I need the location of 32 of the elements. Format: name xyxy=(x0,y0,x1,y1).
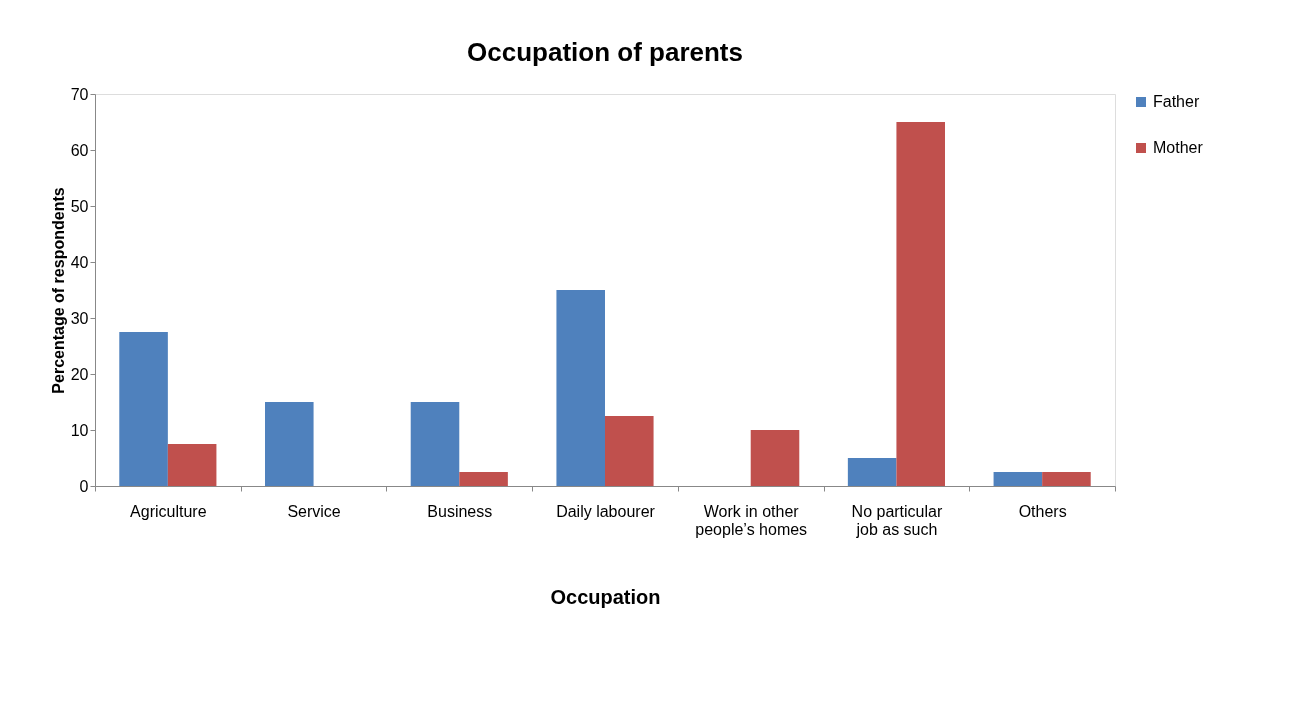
bar xyxy=(265,402,314,486)
bar xyxy=(167,444,217,486)
x-axis-title: Occupation xyxy=(550,585,661,608)
bar xyxy=(119,332,168,486)
x-tick-label: Service xyxy=(287,502,341,520)
bar xyxy=(556,290,605,486)
x-tick-label: Daily labourer xyxy=(556,502,656,520)
y-axis-title: Percentage of respondents xyxy=(49,187,67,394)
y-tick-label: 40 xyxy=(70,253,89,271)
y-tick-label: 70 xyxy=(70,85,89,103)
bar xyxy=(1042,472,1091,486)
bar xyxy=(605,416,654,486)
legend-label: Father xyxy=(1153,93,1200,110)
bar xyxy=(896,122,945,486)
y-tick-label: 30 xyxy=(70,309,89,327)
bar xyxy=(410,402,460,486)
chart-title: Occupation of parents xyxy=(467,37,743,67)
legend-label: Mother xyxy=(1153,139,1204,156)
x-tick-label: Business xyxy=(427,502,493,520)
y-tick-label: 60 xyxy=(70,141,89,159)
bar xyxy=(993,472,1043,486)
y-tick-label: 0 xyxy=(79,477,89,495)
y-tick-label: 20 xyxy=(70,365,89,383)
x-tick-label: Agriculture xyxy=(130,502,207,520)
bar xyxy=(847,458,897,486)
x-tick-label: No particular job as such xyxy=(851,502,943,538)
y-tick-label: 10 xyxy=(70,421,89,439)
x-tick-label: Work in other people’s homes xyxy=(695,502,808,538)
y-tick-label: 50 xyxy=(70,197,89,215)
x-tick-label: Others xyxy=(1018,502,1067,520)
bar xyxy=(750,430,800,486)
bar xyxy=(459,472,508,486)
